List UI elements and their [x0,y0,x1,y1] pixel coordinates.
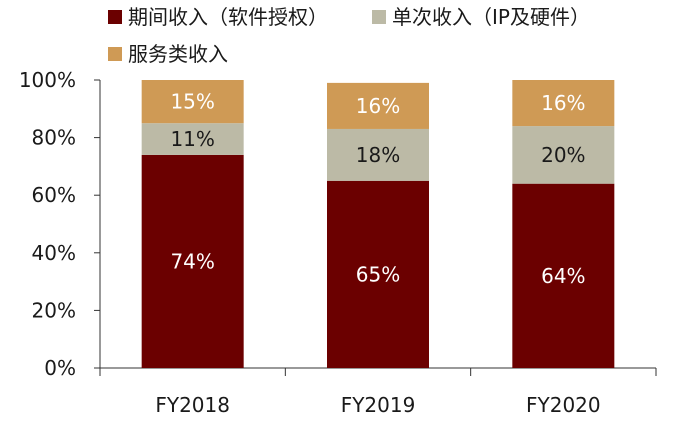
x-tick-label: FY2018 [155,393,230,417]
x-tick-label: FY2020 [526,393,601,417]
y-axis: 0% 20% 40% 60% 80% 100% [19,68,101,380]
legend-label-3: 服务类收入 [128,42,228,66]
bars: 74% 11% 15% 65% 18% 16% 64% 20% 16% [141,80,615,368]
y-tick-label: 20% [32,298,76,322]
bar-segment [141,80,244,124]
y-tick-label: 100% [19,68,76,92]
legend-label-2: 单次收入（IP及硬件） [392,5,590,29]
bar-data-label: 65% [356,262,400,286]
bar-data-label: 64% [541,264,585,288]
y-tick-label: 0% [44,356,76,380]
x-axis: FY2018 FY2019 FY2020 [99,367,657,417]
bar-segment [141,123,244,155]
bar-segment [512,126,615,184]
bar-segment [512,183,615,368]
bar-data-label: 20% [541,143,585,167]
legend: 期间收入（软件授权） 单次收入（IP及硬件） 服务类收入 [108,5,590,66]
bar-segment [141,154,244,368]
bar-segment [327,180,429,368]
legend-swatch-2 [372,10,386,24]
legend-swatch-3 [108,47,122,61]
y-tick-label: 40% [32,241,76,265]
bar-data-label: 11% [170,127,214,151]
bar-segment [512,80,615,127]
bar-data-label: 16% [356,94,400,118]
bar-segment [327,128,429,181]
bar-data-label: 18% [356,143,400,167]
y-tick-label: 60% [32,183,76,207]
bar-data-label: 16% [541,91,585,115]
bar-data-label: 15% [170,90,214,114]
y-tick-label: 80% [32,126,76,150]
bar-segment [327,82,429,129]
bar-data-label: 74% [170,249,214,273]
legend-swatch-1 [108,10,122,24]
legend-label-1: 期间收入（软件授权） [128,5,328,29]
x-tick-label: FY2019 [341,393,416,417]
